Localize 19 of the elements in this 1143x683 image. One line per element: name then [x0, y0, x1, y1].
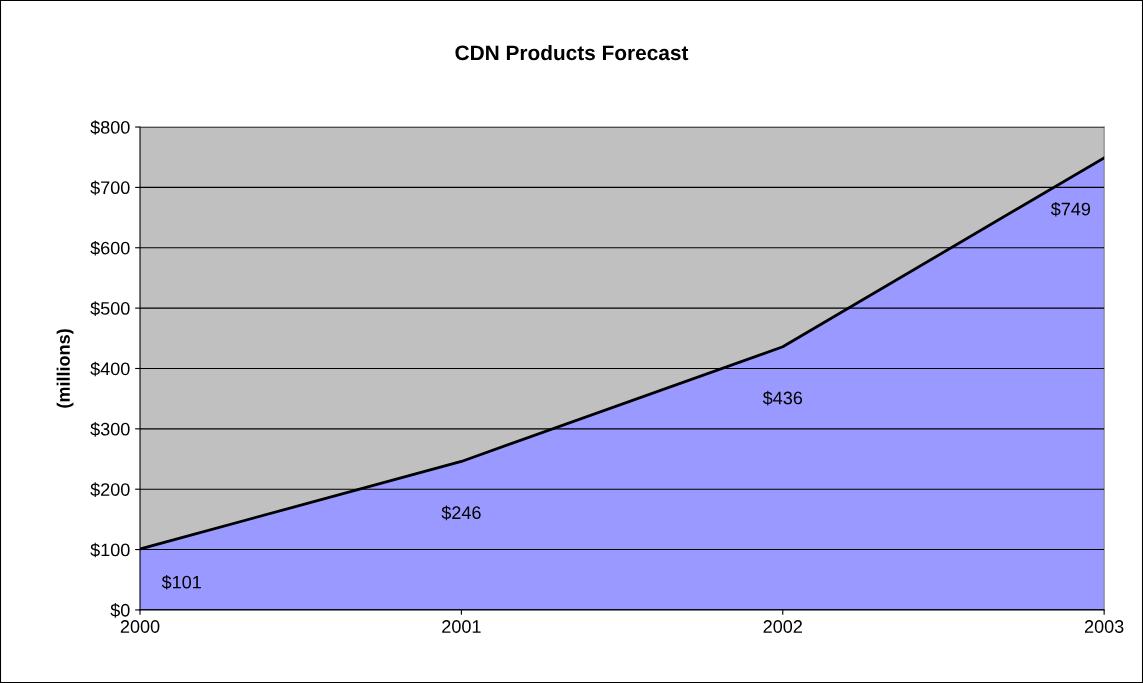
- x-tick-label: 2001: [442, 620, 481, 633]
- data-label: $246: [441, 505, 481, 521]
- y-axis-title: (millions): [56, 329, 74, 408]
- x-tick-label: 2002: [763, 620, 802, 633]
- data-label: $436: [762, 390, 803, 406]
- chart-title: CDN Products Forecast: [455, 44, 689, 61]
- x-tick-label: 2003: [1084, 620, 1124, 633]
- data-label: $749: [1050, 201, 1091, 217]
- y-tick-label: $300: [90, 422, 130, 437]
- data-label: $101: [161, 574, 201, 590]
- y-tick-label: $0: [110, 603, 130, 618]
- y-tick-label: $700: [90, 180, 130, 196]
- y-tick-label: $600: [90, 240, 130, 256]
- x-tick-label: 2000: [120, 620, 160, 633]
- y-tick-label: $800: [90, 120, 130, 135]
- y-tick-label: $200: [90, 482, 130, 497]
- y-tick-label: $500: [90, 301, 130, 316]
- y-tick-label: $400: [90, 361, 130, 377]
- y-tick-label: $100: [90, 542, 130, 558]
